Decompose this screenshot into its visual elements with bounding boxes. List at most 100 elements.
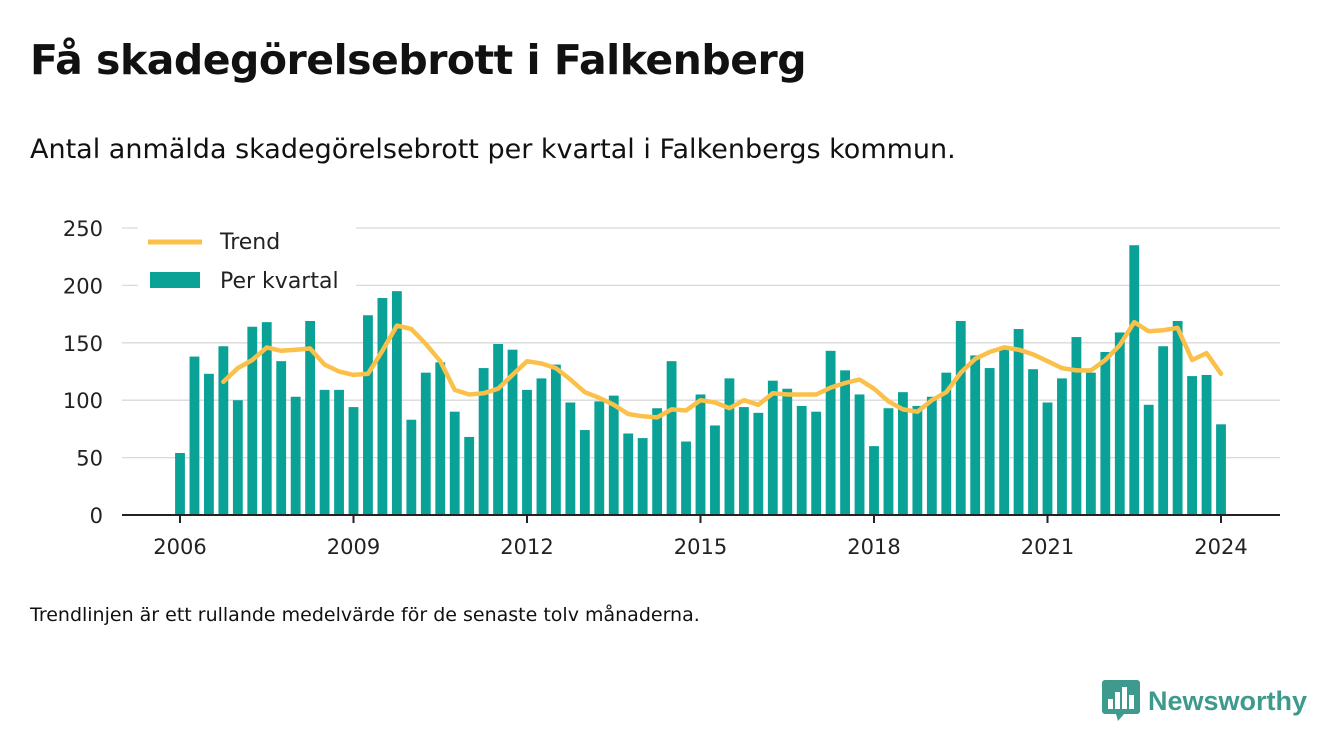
bar: [1085, 372, 1096, 515]
bar: [189, 356, 200, 515]
bar: [767, 380, 778, 515]
bar: [536, 378, 547, 515]
x-tick-label: 2006: [153, 535, 206, 559]
bar: [652, 408, 663, 515]
bar: [522, 389, 532, 515]
bar: [579, 430, 590, 515]
bar: [955, 320, 966, 515]
bar: [1028, 369, 1038, 515]
bar: [898, 392, 908, 515]
legend: Trend Per kvartal: [138, 226, 356, 298]
bar: [1057, 378, 1067, 515]
bar: [348, 407, 359, 515]
bar: [941, 372, 952, 515]
y-tick-label: 100: [63, 389, 103, 413]
bar: [912, 405, 923, 515]
newsworthy-logo[interactable]: Newsworthy: [1102, 680, 1307, 722]
x-tick-label: 2021: [1021, 535, 1074, 559]
bar: [363, 315, 373, 515]
bar: [391, 291, 402, 515]
chart-area: 0 50 100 150 200 250 2006 2009 2012 2015 2018 2021 2…: [63, 217, 1280, 559]
bar: [984, 368, 995, 515]
bar: [1216, 424, 1226, 515]
bar: [377, 298, 388, 515]
bar: [464, 436, 475, 515]
bar: [753, 412, 764, 515]
bar: [478, 368, 489, 515]
bar: [782, 388, 793, 515]
bar: [724, 378, 735, 515]
bar: [825, 350, 836, 515]
bar: [883, 408, 894, 515]
y-tick-label: 50: [76, 447, 103, 471]
trend-series: [221, 319, 1224, 420]
trend-line: [221, 319, 1224, 420]
bar: [594, 401, 605, 515]
bar: [926, 396, 937, 515]
bar: [565, 402, 576, 515]
bar: [666, 361, 677, 515]
bar: [637, 438, 648, 515]
bar: [305, 320, 316, 515]
bar: [290, 396, 301, 515]
x-tick-label: 2012: [500, 535, 553, 559]
bar: [710, 425, 720, 515]
footnote: Trendlinjen är ett rullande medelvärde f…: [30, 604, 700, 626]
chart-subtitle: Antal anmälda skadegörelsebrott per kvar…: [30, 134, 956, 165]
bar: [1042, 402, 1053, 515]
bar: [1143, 404, 1154, 515]
bar: [869, 446, 879, 515]
bar: [695, 394, 706, 515]
legend-bar-swatch: [150, 272, 200, 288]
bar: [1100, 351, 1111, 515]
legend-bar-label: Per kvartal: [220, 269, 339, 294]
bar: [261, 322, 272, 515]
bar: [681, 441, 691, 515]
bar-series: [175, 245, 1226, 515]
bar: [406, 419, 417, 515]
bar: [970, 355, 981, 515]
bar: [276, 361, 287, 515]
bar: [1013, 329, 1024, 515]
bar: [1071, 337, 1082, 515]
bar: [507, 349, 518, 515]
bar: [1201, 374, 1212, 515]
x-tick-label: 2015: [674, 535, 727, 559]
bar: [319, 389, 330, 515]
bar: [493, 343, 503, 515]
x-tick-label: 2024: [1194, 535, 1247, 559]
bar: [435, 362, 446, 515]
bar: [247, 326, 258, 515]
x-tick-label: 2018: [847, 535, 900, 559]
legend-trend-label: Trend: [219, 230, 280, 255]
bar: [608, 395, 619, 515]
bar: [1129, 245, 1140, 515]
bar: [420, 372, 431, 515]
bar: [551, 364, 561, 515]
brand-name: Newsworthy: [1148, 685, 1308, 716]
bar: [1158, 346, 1169, 515]
bar: [1187, 376, 1197, 515]
bar: [738, 407, 749, 515]
bar: [840, 370, 850, 515]
y-tick-label: 150: [63, 332, 103, 356]
bar: [796, 405, 807, 515]
bar: [854, 394, 865, 515]
bar: [204, 373, 214, 515]
bar: [1114, 332, 1125, 515]
bar: [449, 411, 460, 515]
bar: [232, 400, 243, 515]
bar-chart-speech-bubble-icon: [1102, 680, 1140, 721]
bar: [811, 411, 822, 515]
bar: [334, 389, 344, 515]
y-tick-label: 200: [63, 274, 103, 298]
x-tick-label: 2009: [327, 535, 380, 559]
y-tick-label: 0: [90, 504, 103, 528]
axes: 0 50 100 150 200 250 2006 2009 2012 2015 2018 2021 2…: [63, 217, 1280, 559]
chart-title: Få skadegörelsebrott i Falkenberg: [30, 36, 807, 84]
bar: [999, 347, 1010, 515]
bar: [175, 453, 185, 515]
y-tick-label: 250: [63, 217, 103, 241]
bar: [623, 433, 634, 515]
bar: [218, 346, 229, 515]
